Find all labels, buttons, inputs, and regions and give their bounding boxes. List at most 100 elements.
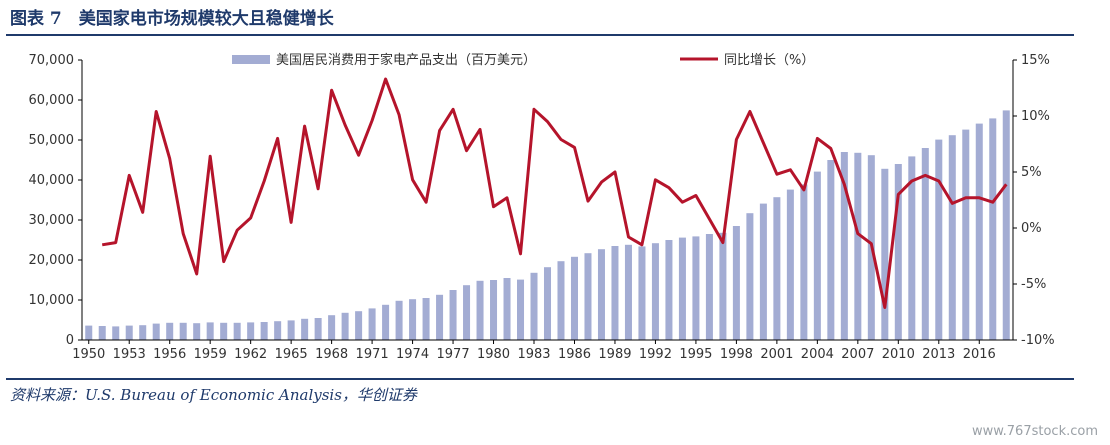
bar-1956 bbox=[166, 322, 174, 340]
bar-1958 bbox=[193, 323, 201, 340]
legend-bar-swatch bbox=[232, 55, 270, 64]
bar-2005 bbox=[827, 160, 835, 340]
bar-2016 bbox=[975, 123, 983, 340]
x-tick-label: 1953 bbox=[113, 347, 146, 362]
bar-2011 bbox=[908, 156, 916, 340]
source-note: 资料来源：U.S. Bureau of Economic Analysis，华创… bbox=[10, 386, 417, 404]
x-tick-label: 1995 bbox=[679, 347, 712, 362]
bar-1997 bbox=[719, 232, 727, 340]
left-tick-label: 20,000 bbox=[29, 253, 75, 268]
bar-2009 bbox=[881, 168, 889, 340]
legend-line-label: 同比增长（%） bbox=[724, 53, 814, 68]
x-tick-label: 1959 bbox=[194, 347, 227, 362]
bar-1972 bbox=[382, 304, 390, 340]
right-tick-label: 10% bbox=[1021, 109, 1050, 124]
bar-2017 bbox=[989, 118, 997, 341]
bar-1963 bbox=[260, 322, 268, 340]
bar-1995 bbox=[692, 236, 700, 340]
bar-1953 bbox=[125, 325, 133, 340]
right-tick-label: 15% bbox=[1021, 53, 1050, 68]
bar-1960 bbox=[220, 322, 228, 340]
x-tick-label: 1974 bbox=[396, 347, 429, 362]
bar-1996 bbox=[705, 234, 713, 340]
legend-bar-label: 美国居民消费用于家电产品支出（百万美元） bbox=[276, 52, 536, 68]
x-tick-label: 1956 bbox=[153, 347, 186, 362]
chart-title: 图表 7 美国家电市场规模较大且稳健增长 bbox=[10, 9, 334, 29]
right-tick-label: -10% bbox=[1021, 333, 1055, 348]
x-tick-label: 2007 bbox=[841, 347, 874, 362]
bar-2014 bbox=[948, 135, 956, 340]
bar-1991 bbox=[638, 246, 646, 340]
bar-2006 bbox=[840, 152, 848, 340]
right-tick-label: 0% bbox=[1021, 221, 1042, 236]
bar-2012 bbox=[921, 148, 929, 340]
x-tick-label: 2004 bbox=[801, 347, 834, 362]
bar-2001 bbox=[773, 197, 781, 340]
bar-1975 bbox=[422, 298, 430, 340]
bar-2015 bbox=[962, 129, 970, 340]
bar-2003 bbox=[800, 184, 808, 340]
bar-1976 bbox=[436, 294, 444, 340]
bar-1994 bbox=[678, 237, 686, 340]
left-tick-label: 60,000 bbox=[29, 93, 75, 108]
bar-2013 bbox=[935, 139, 943, 340]
bar-1955 bbox=[152, 323, 160, 340]
bar-1962 bbox=[247, 322, 255, 340]
x-tick-label: 1965 bbox=[275, 347, 308, 362]
bar-2004 bbox=[813, 171, 821, 340]
bar-1998 bbox=[732, 226, 740, 340]
bar-1968 bbox=[328, 315, 336, 340]
bar-1977 bbox=[449, 290, 457, 340]
bar-1979 bbox=[476, 280, 484, 340]
top-divider bbox=[6, 34, 1074, 36]
bar-1952 bbox=[112, 326, 120, 340]
bar-1992 bbox=[651, 243, 659, 340]
bar-1982 bbox=[517, 279, 525, 340]
x-tick-label: 2001 bbox=[760, 347, 793, 362]
x-tick-label: 1950 bbox=[72, 347, 105, 362]
bar-1966 bbox=[301, 318, 309, 340]
bottom-divider bbox=[6, 378, 1074, 380]
left-tick-label: 0 bbox=[66, 333, 74, 348]
watermark: www.767stock.com bbox=[971, 424, 1098, 439]
x-tick-label: 1992 bbox=[639, 347, 672, 362]
bar-1980 bbox=[490, 280, 498, 340]
bar-2000 bbox=[759, 203, 767, 340]
bar-1989 bbox=[611, 246, 619, 340]
growth-line bbox=[101, 77, 1008, 309]
bar-1967 bbox=[314, 318, 322, 340]
x-tick-label: 1989 bbox=[598, 347, 631, 362]
bar-1959 bbox=[206, 322, 214, 340]
bar-1969 bbox=[341, 312, 349, 340]
bar-2010 bbox=[894, 164, 902, 340]
x-tick-label: 2010 bbox=[882, 347, 915, 362]
bar-1950 bbox=[85, 325, 93, 340]
bar-1983 bbox=[530, 272, 538, 340]
bar-1985 bbox=[557, 261, 565, 340]
bar-1990 bbox=[624, 244, 632, 340]
x-tick-label: 1968 bbox=[315, 347, 348, 362]
x-tick-label: 1977 bbox=[437, 347, 470, 362]
x-tick-label: 2016 bbox=[963, 347, 996, 362]
bar-1957 bbox=[179, 322, 187, 340]
bar-1999 bbox=[746, 213, 754, 340]
x-tick-label: 1962 bbox=[234, 347, 267, 362]
right-tick-label: 5% bbox=[1021, 165, 1042, 180]
right-tick-label: -5% bbox=[1021, 277, 1046, 292]
bar-1986 bbox=[570, 256, 578, 340]
bar-1971 bbox=[368, 308, 376, 340]
x-tick-label: 1986 bbox=[558, 347, 591, 362]
bar-1970 bbox=[355, 311, 363, 340]
bar-1965 bbox=[287, 320, 295, 340]
left-tick-label: 50,000 bbox=[29, 133, 75, 148]
bar-2007 bbox=[854, 152, 862, 340]
bar-1973 bbox=[395, 300, 403, 340]
chart: 0 10,000 20,000 30,000 40,000 50,000 60,000 70,… bbox=[29, 52, 1055, 362]
bar-1954 bbox=[139, 325, 147, 340]
left-tick-label: 10,000 bbox=[29, 293, 75, 308]
x-tick-label: 1971 bbox=[356, 347, 389, 362]
bar-1993 bbox=[665, 240, 673, 340]
x-tick-label: 1998 bbox=[720, 347, 753, 362]
bar-1964 bbox=[274, 321, 282, 340]
left-tick-label: 40,000 bbox=[29, 173, 75, 188]
